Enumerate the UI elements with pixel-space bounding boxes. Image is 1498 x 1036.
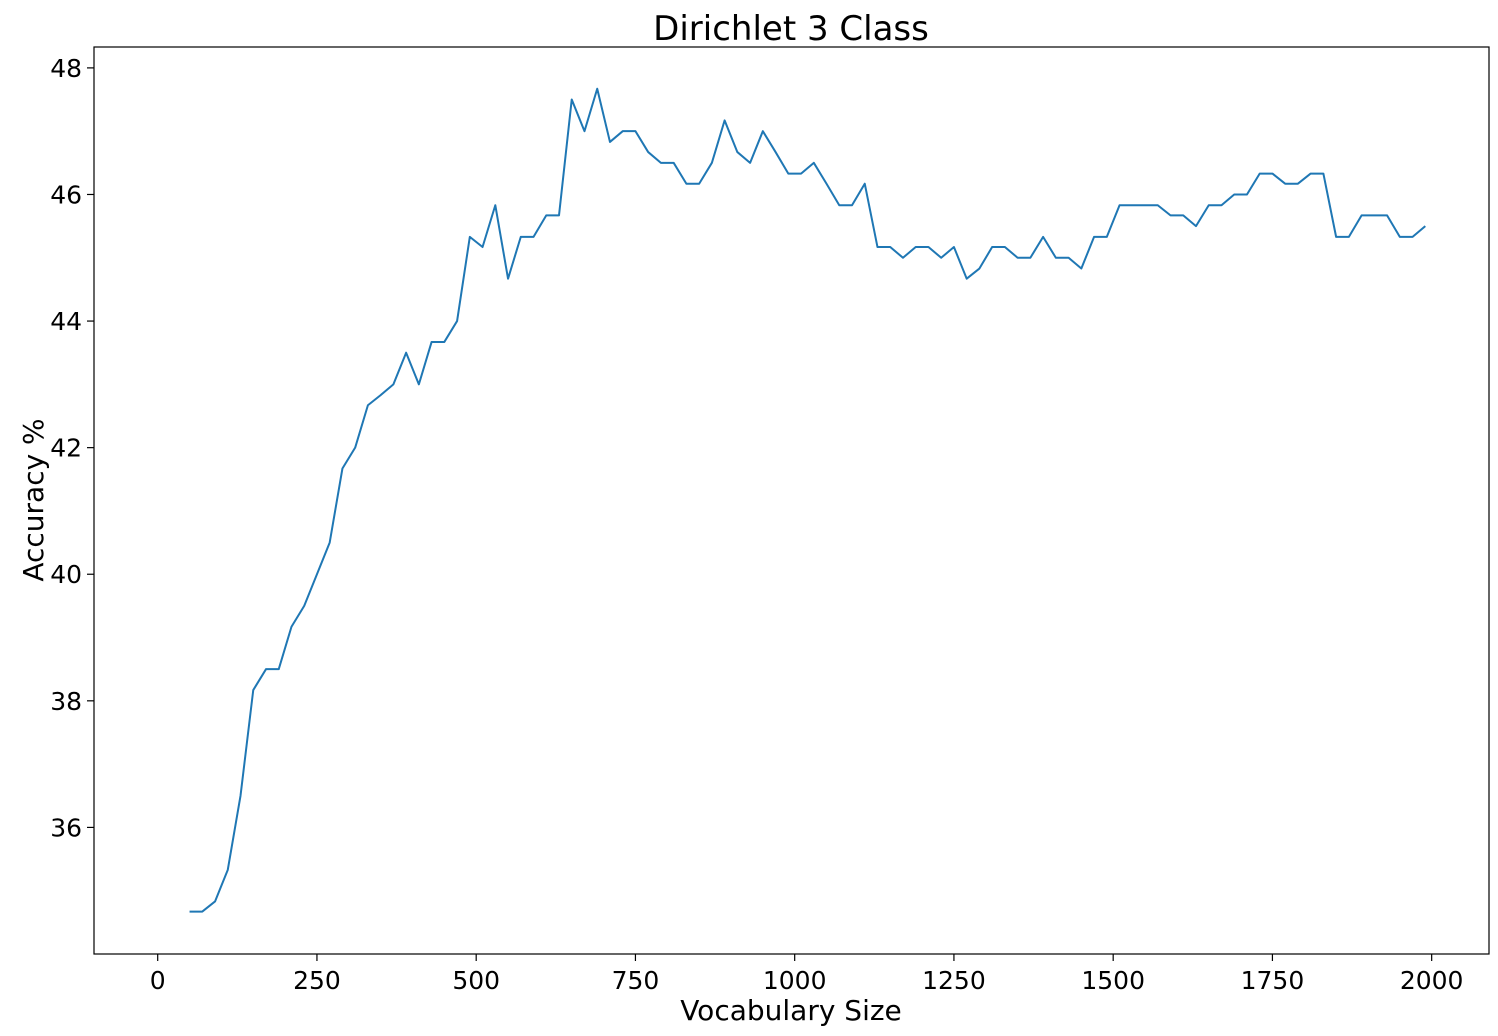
x-tick-label: 2000: [1400, 966, 1464, 995]
x-tick-label: 750: [612, 966, 660, 995]
y-tick-label: 40: [50, 560, 82, 589]
x-tick-label: 250: [293, 966, 341, 995]
x-tick-label: 0: [150, 966, 166, 995]
y-axis: 36 38 40 42 44 46 48: [50, 54, 94, 842]
y-axis-label: Accuracy %: [17, 418, 50, 581]
x-tick-label: 1750: [1241, 966, 1305, 995]
y-tick-label: 44: [50, 307, 82, 336]
y-tick-label: 36: [50, 813, 82, 842]
y-tick-label: 46: [50, 180, 82, 209]
x-tick-label: 1000: [763, 966, 827, 995]
y-tick-label: 42: [50, 434, 82, 463]
y-tick-label: 38: [50, 687, 82, 716]
chart-title: Dirichlet 3 Class: [653, 9, 929, 49]
plot-frame: [93, 46, 1490, 955]
x-axis: 0 250 500 750 1000 1250 1500 1750 2000: [150, 954, 1464, 995]
x-tick-label: 500: [452, 966, 500, 995]
x-tick-label: 1500: [1081, 966, 1145, 995]
x-tick-label: 1250: [922, 966, 986, 995]
y-tick-label: 48: [50, 54, 82, 83]
accuracy-line: [189, 87, 1426, 913]
x-axis-label: Vocabulary Size: [680, 994, 902, 1027]
plot-area: 0 250 500 750 1000 1250 1500 1750 2000 36 38 40 42 4…: [50, 46, 1490, 995]
